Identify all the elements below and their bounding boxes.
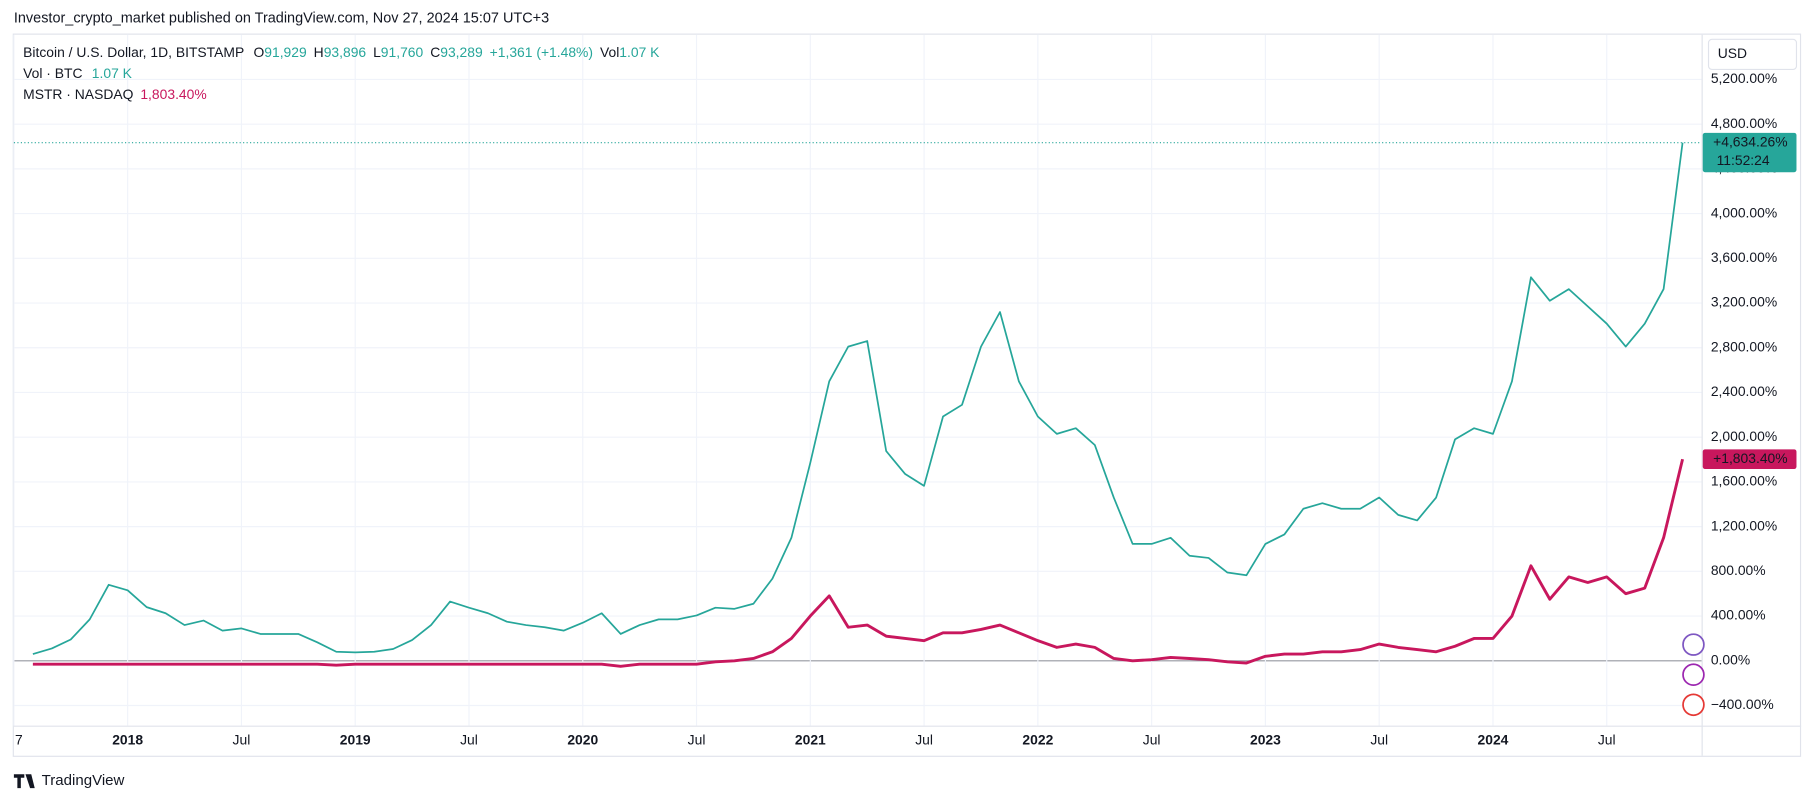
- x-tick-label: Jul: [460, 731, 478, 747]
- ohlc-value: 91,760: [381, 44, 424, 60]
- y-tick-label: −400.00%: [1711, 696, 1774, 712]
- ohlc-value: 93,289: [440, 44, 483, 60]
- y-tick-label: 2,000.00%: [1711, 428, 1777, 444]
- ohlc-value: 93,896: [324, 44, 367, 60]
- x-tick-label: Jul: [1598, 731, 1616, 747]
- brand: TradingView: [42, 772, 125, 789]
- price-badge-label: +4,634.26%: [1713, 133, 1787, 149]
- icon[interactable]: [1682, 633, 1705, 656]
- ohlc-key: L: [373, 44, 381, 60]
- legend-main: Bitcoin / U.S. Dollar, 1D, BITSTAMP O91,9…: [23, 44, 660, 60]
- y-tick-label: 2,400.00%: [1711, 383, 1777, 399]
- series-line: [32, 458, 1684, 668]
- vol-value: 1.07 K: [619, 44, 660, 60]
- y-tick-label: 0.00%: [1711, 651, 1750, 667]
- x-tick-label: Jul: [688, 731, 706, 747]
- volume-value: 1.07 K: [92, 65, 133, 81]
- legend-compare: MSTR · NASDAQ 1,803.40%: [23, 86, 207, 102]
- y-tick-label: 800.00%: [1711, 562, 1766, 578]
- legend-entry: Bitcoin / U.S. Dollar, 1D, BITSTAMP: [23, 44, 244, 60]
- ohlc-key: H: [314, 44, 324, 60]
- vol-key: Vol: [600, 44, 619, 60]
- x-tick-label: 2018: [112, 731, 143, 747]
- ohlc-key: O: [253, 44, 264, 60]
- price-badge: [1702, 449, 1797, 470]
- y-tick-label: 4,000.00%: [1711, 204, 1777, 220]
- legend-entry: MSTR · NASDAQ: [23, 86, 133, 102]
- x-tick-label: 2020: [567, 731, 598, 747]
- x-tick-label: 2021: [795, 731, 826, 747]
- icon[interactable]: [1682, 663, 1705, 686]
- currency-button[interactable]: [1707, 38, 1798, 71]
- x-tick-label: Jul: [915, 731, 933, 747]
- price-badge-label: +1,803.40%: [1713, 450, 1787, 466]
- x-tick-label: Jul: [1143, 731, 1161, 747]
- brand-logo: [13, 774, 35, 789]
- y-tick-label: 1,200.00%: [1711, 517, 1777, 533]
- volume-name: Vol · BTC: [23, 65, 82, 81]
- countdown: 11:52:24: [1717, 152, 1770, 168]
- ohlc-key: C: [430, 44, 440, 60]
- ohlc-value: 91,929: [264, 44, 307, 60]
- y-tick-label: 3,200.00%: [1711, 294, 1777, 310]
- plot-area: [13, 34, 1702, 726]
- y-tick-label: 5,200.00%: [1711, 70, 1777, 86]
- price-badge: [1702, 132, 1797, 173]
- y-tick-label: 4,800.00%: [1711, 115, 1777, 131]
- x-tick-label: 2022: [1022, 731, 1053, 747]
- y-tick-label: 1,600.00%: [1711, 473, 1777, 489]
- x-tick-label: 2024: [1478, 731, 1509, 747]
- change: +1,361 (+1.48%): [490, 44, 593, 60]
- tool-icons: [1682, 633, 1705, 717]
- currency[interactable]: USD: [1718, 45, 1747, 61]
- attribution: Investor_crypto_market published on Trad…: [14, 10, 549, 26]
- series-line: [32, 142, 1684, 655]
- y-tick-label: 2,800.00%: [1711, 338, 1777, 354]
- legend-volume: Vol · BTC 1.07 K: [23, 65, 133, 81]
- x-tick-label: 2023: [1250, 731, 1281, 747]
- x-tick-label: 7: [15, 731, 23, 747]
- x-tick-label: 2019: [340, 731, 371, 747]
- x-tick-label: Jul: [233, 731, 251, 747]
- icon[interactable]: [1682, 693, 1705, 717]
- compare-value: 1,803.40%: [140, 86, 206, 102]
- y-tick-label: 3,600.00%: [1711, 249, 1777, 265]
- y-tick-label: 400.00%: [1711, 607, 1766, 623]
- x-tick-label: Jul: [1370, 731, 1388, 747]
